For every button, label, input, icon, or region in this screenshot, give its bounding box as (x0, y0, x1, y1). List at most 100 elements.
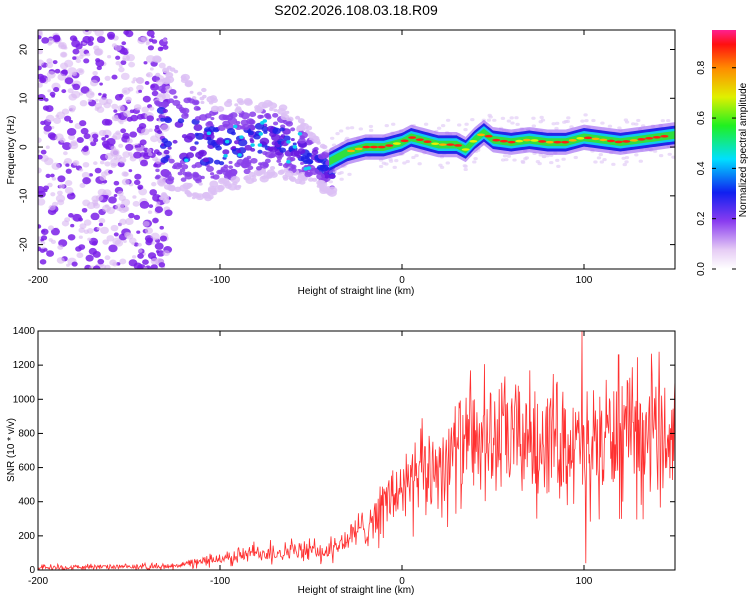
heatmap-cell (136, 77, 145, 85)
heatmap-cell (82, 30, 92, 35)
heatmap-cell (113, 180, 120, 186)
heatmap-cell (120, 72, 130, 81)
heatmap-cell (223, 154, 228, 158)
heatmap-cell (285, 129, 290, 133)
heatmap-cell (565, 119, 570, 124)
heatmap-cell (243, 168, 251, 175)
heatmap-cell (125, 143, 134, 151)
heatmap-cell (47, 132, 56, 139)
heatmap-ridge-peak (499, 139, 508, 143)
heatmap-cell (160, 157, 169, 164)
snr-xlabel: Height of straight line (km) (298, 585, 415, 596)
heatmap-cell (115, 55, 121, 60)
heatmap-cell (150, 35, 155, 39)
spectrogram-xlabel: Height of straight line (km) (298, 286, 415, 297)
heatmap-cell (147, 45, 155, 51)
heatmap-cell (72, 48, 80, 55)
heatmap-cell (509, 116, 514, 120)
heatmap-cell (210, 105, 220, 113)
heatmap-cell (46, 62, 54, 69)
heatmap-cell (123, 110, 131, 117)
heatmap-cell (47, 41, 53, 46)
heatmap-cell (119, 258, 127, 265)
heatmap-cell (38, 167, 42, 174)
heatmap-cell (151, 241, 155, 245)
heatmap-cell (250, 143, 255, 147)
heatmap-cell (81, 207, 88, 213)
heatmap-cell (69, 107, 76, 113)
heatmap-cell (152, 194, 162, 202)
heatmap-cell (126, 53, 135, 62)
heatmap-cell (335, 132, 340, 136)
heatmap-cell (209, 172, 215, 176)
heatmap-cell (57, 244, 64, 250)
heatmap-cell (76, 137, 84, 144)
heatmap-cell (206, 131, 212, 136)
heatmap-cell (580, 119, 585, 123)
heatmap-cell (91, 133, 99, 139)
heatmap-cell (40, 235, 48, 241)
heatmap-cell (269, 165, 276, 170)
colorbar-tick-label: 0.8 (696, 60, 707, 74)
heatmap-cell (194, 100, 199, 105)
heatmap-cell (129, 131, 138, 138)
heatmap-cell (473, 157, 478, 161)
heatmap-cell (263, 130, 268, 134)
heatmap-cell (541, 154, 547, 159)
heatmap-cell (195, 132, 205, 140)
heatmap-cell (158, 262, 166, 268)
heatmap-cell (122, 57, 127, 61)
heatmap-cell (146, 148, 152, 153)
heatmap-cell (162, 67, 170, 74)
heatmap-cell (102, 239, 109, 245)
heatmap-cell (47, 225, 54, 231)
heatmap-cell (227, 117, 238, 125)
heatmap-cell (300, 161, 305, 165)
heatmap-cell (67, 234, 76, 241)
heatmap-cell (463, 128, 468, 132)
heatmap-cell (205, 165, 214, 172)
heatmap-cell (196, 91, 203, 96)
heatmap-cell (79, 120, 87, 127)
heatmap-cell (555, 158, 560, 162)
heatmap-cell (123, 239, 127, 243)
heatmap-cell (321, 152, 330, 159)
heatmap-cell (652, 149, 658, 153)
heatmap-cell (512, 158, 517, 162)
heatmap-ridge-peak (438, 143, 447, 146)
heatmap-cell (277, 169, 285, 175)
heatmap-cell (131, 80, 136, 84)
heatmap-cell (230, 131, 236, 136)
heatmap-cell (269, 107, 274, 112)
heatmap-cell (195, 151, 204, 159)
heatmap-cell (296, 155, 301, 159)
heatmap-cell (101, 140, 111, 148)
heatmap-cell (66, 127, 77, 136)
heatmap-cell (216, 139, 224, 145)
heatmap-cell (82, 35, 92, 44)
colorbar-ticks: 0.0 0.2 0.4 0.6 0.8 (696, 60, 736, 276)
heatmap-cell (510, 121, 515, 125)
heatmap-cell (193, 124, 203, 131)
heatmap-cell (206, 120, 213, 126)
heatmap-cell (220, 166, 228, 173)
heatmap-cell (250, 157, 258, 164)
heatmap-cell (316, 141, 321, 145)
heatmap-cell (192, 192, 197, 196)
heatmap-cell (271, 133, 281, 142)
heatmap-ridge-peak (561, 140, 570, 144)
heatmap-cell (38, 246, 42, 252)
heatmap-cell (157, 85, 166, 92)
heatmap-cell (295, 115, 301, 120)
heatmap-cell (121, 41, 127, 46)
x-tick-label: -100 (210, 576, 230, 587)
heatmap-cell (378, 164, 384, 169)
heatmap-cell (101, 136, 106, 141)
heatmap-cell (202, 157, 210, 163)
heatmap-cell (65, 168, 72, 174)
heatmap-cell (56, 257, 65, 264)
heatmap-cell (134, 173, 142, 180)
heatmap-cell (297, 131, 303, 136)
heatmap-cell (463, 164, 468, 168)
